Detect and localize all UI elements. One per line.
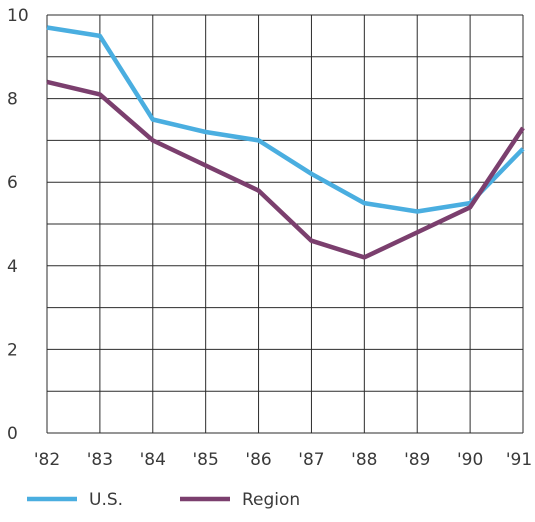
legend-label: U.S. [89,490,123,510]
x-tick-label: '84 [140,450,166,470]
y-tick-label: 2 [7,340,18,360]
legend-item-region: Region [180,490,300,510]
x-tick-label: '88 [351,450,377,470]
series-line-us [46,25,525,214]
x-tick-label: '85 [193,450,219,470]
y-tick-label: 6 [7,173,18,193]
x-tick-label: '83 [87,450,113,470]
y-tick-label: 10 [7,6,29,26]
grid [46,14,524,434]
x-axis-ticks: '82 '83 '84 '85 '86 '87 '88 '89 '90 '91 [34,450,532,470]
x-tick-label: '91 [506,450,532,470]
x-tick-label: '90 [457,450,483,470]
x-tick-label: '82 [34,450,60,470]
x-tick-label: '86 [245,450,271,470]
x-tick-label: '89 [404,450,430,470]
y-tick-label: 0 [7,424,18,444]
legend-label: Region [242,490,300,510]
legend-item-us: U.S. [27,490,123,510]
series-line-region [46,79,525,260]
x-tick-label: '87 [298,450,324,470]
y-tick-label: 8 [7,90,18,110]
y-tick-label: 4 [7,257,18,277]
series-lines [46,25,525,260]
legend: U.S. Region [27,490,300,510]
y-axis-ticks: 0 2 4 6 8 10 [7,6,29,444]
